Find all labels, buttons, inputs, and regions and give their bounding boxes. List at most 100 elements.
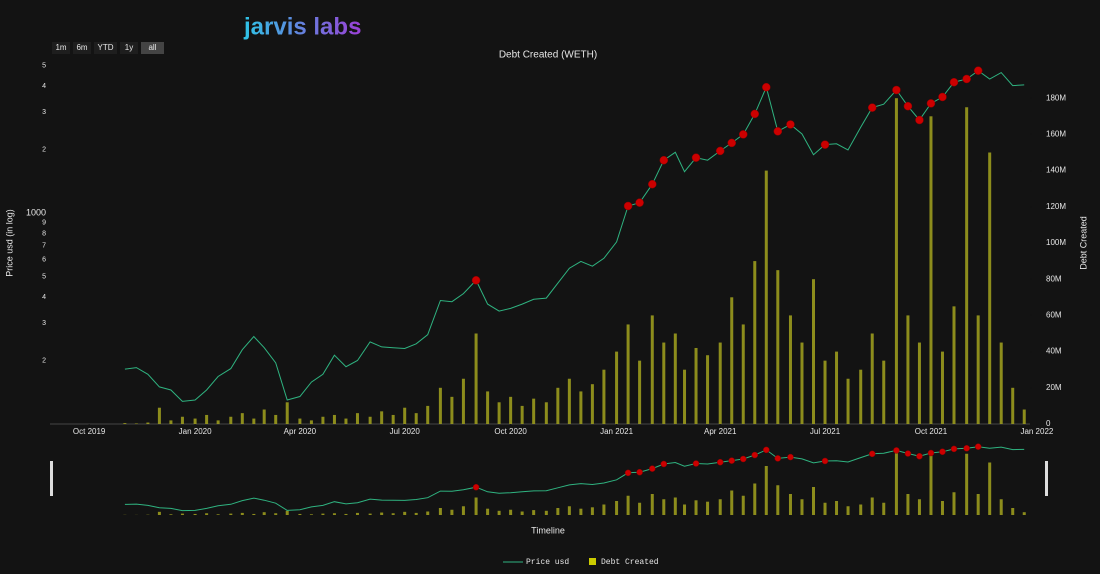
bar bbox=[976, 315, 980, 424]
bar bbox=[486, 391, 490, 424]
range-button-bg[interactable] bbox=[73, 42, 91, 54]
range-slider-bar bbox=[450, 509, 454, 515]
x-tick-label: Oct 2019 bbox=[73, 427, 106, 436]
range-slider-marker bbox=[740, 455, 747, 463]
y-tick-label: 8 bbox=[42, 230, 46, 237]
bar bbox=[216, 420, 220, 424]
range-slider-marker bbox=[868, 450, 876, 458]
range-slider-bar bbox=[332, 513, 336, 515]
bar bbox=[450, 396, 454, 424]
range-slider-bar bbox=[309, 514, 313, 515]
legend-label[interactable]: Debt Created bbox=[601, 558, 659, 567]
range-button[interactable]: YTD bbox=[98, 43, 114, 52]
bar bbox=[835, 351, 839, 424]
range-slider-bar bbox=[882, 502, 886, 515]
marker bbox=[659, 155, 669, 165]
bar bbox=[368, 416, 372, 424]
range-slider-bar bbox=[368, 513, 372, 515]
bar bbox=[952, 306, 956, 424]
bar bbox=[940, 351, 944, 424]
range-handle[interactable] bbox=[50, 461, 53, 496]
range-slider-bar bbox=[157, 511, 161, 515]
range-button-bg[interactable] bbox=[52, 42, 70, 54]
x-tick-label: Jan 2020 bbox=[179, 427, 212, 436]
bar bbox=[776, 270, 780, 424]
marker bbox=[648, 179, 657, 189]
range-button-bg[interactable] bbox=[120, 42, 138, 54]
range-handle[interactable] bbox=[1045, 461, 1048, 496]
marker bbox=[949, 77, 959, 87]
range-slider-bar bbox=[730, 490, 734, 515]
range-slider-marker bbox=[624, 469, 632, 477]
range-slider-bar bbox=[626, 495, 630, 515]
y-tick-label: 5 bbox=[42, 273, 46, 280]
range-slider-bar bbox=[461, 506, 465, 515]
range-slider-bar bbox=[205, 513, 209, 515]
range-slider-bar bbox=[509, 509, 513, 515]
marker bbox=[892, 85, 901, 95]
marker bbox=[623, 201, 633, 211]
range-slider-bar bbox=[426, 511, 430, 515]
bar bbox=[298, 418, 302, 424]
marker bbox=[635, 198, 644, 207]
range-slider-marker bbox=[472, 483, 480, 491]
bar bbox=[882, 360, 886, 424]
bar bbox=[252, 418, 256, 424]
bar bbox=[426, 405, 430, 424]
bar bbox=[123, 423, 127, 424]
bar bbox=[321, 416, 325, 424]
range-slider-bar bbox=[229, 513, 233, 515]
range-slider-bar bbox=[662, 499, 666, 515]
y-tick-label: 3 bbox=[42, 320, 46, 327]
bar bbox=[146, 422, 150, 424]
range-button[interactable]: all bbox=[148, 43, 156, 52]
range-slider-bar bbox=[940, 501, 944, 515]
range-slider-bar bbox=[917, 499, 921, 515]
range-slider-marker bbox=[950, 445, 958, 453]
range-button[interactable]: 6m bbox=[76, 43, 87, 52]
bar bbox=[706, 355, 710, 424]
bar bbox=[380, 411, 384, 424]
range-slider-bar bbox=[298, 513, 302, 515]
range-slider-bar bbox=[683, 504, 687, 515]
marker bbox=[867, 103, 877, 112]
range-button-bg[interactable] bbox=[141, 42, 164, 54]
range-slider-bar bbox=[718, 499, 722, 515]
range-button-bg[interactable] bbox=[94, 42, 117, 54]
legend-swatch bbox=[589, 558, 596, 565]
x-tick-label: Apr 2021 bbox=[704, 427, 737, 436]
range-slider-bar bbox=[764, 466, 768, 515]
bar bbox=[285, 402, 289, 424]
line bbox=[124, 70, 1025, 402]
bar bbox=[859, 369, 863, 424]
bar bbox=[602, 369, 606, 424]
range-slider-bar bbox=[835, 501, 839, 515]
range-slider-line bbox=[124, 446, 1025, 512]
range-slider-bar bbox=[694, 500, 698, 515]
bar bbox=[579, 391, 583, 424]
range-button[interactable]: 1m bbox=[55, 43, 66, 52]
bar bbox=[180, 416, 184, 424]
range-slider-bar bbox=[579, 508, 583, 515]
y2-tick-label: 180M bbox=[1046, 93, 1066, 102]
bar bbox=[846, 378, 850, 424]
range-slider-marker bbox=[728, 457, 735, 464]
range-slider-bar bbox=[846, 506, 850, 515]
range-slider-marker bbox=[636, 468, 643, 476]
legend-label[interactable]: Price usd bbox=[526, 558, 569, 567]
range-slider-bar bbox=[812, 487, 816, 515]
y2-tick-label: 20M bbox=[1046, 383, 1062, 392]
bar bbox=[332, 414, 336, 424]
bar bbox=[532, 398, 536, 424]
bar bbox=[929, 116, 933, 425]
bar bbox=[229, 416, 233, 424]
range-slider-bar bbox=[285, 510, 289, 515]
y2-tick-label: 120M bbox=[1046, 202, 1066, 211]
range-slider-bar bbox=[321, 513, 325, 515]
range-button[interactable]: 1y bbox=[125, 43, 133, 52]
marker bbox=[715, 146, 725, 156]
y-axis-label: Price usd (in log) bbox=[4, 209, 14, 277]
range-slider-bar bbox=[894, 452, 898, 515]
marker bbox=[739, 130, 748, 139]
bar bbox=[274, 414, 278, 424]
